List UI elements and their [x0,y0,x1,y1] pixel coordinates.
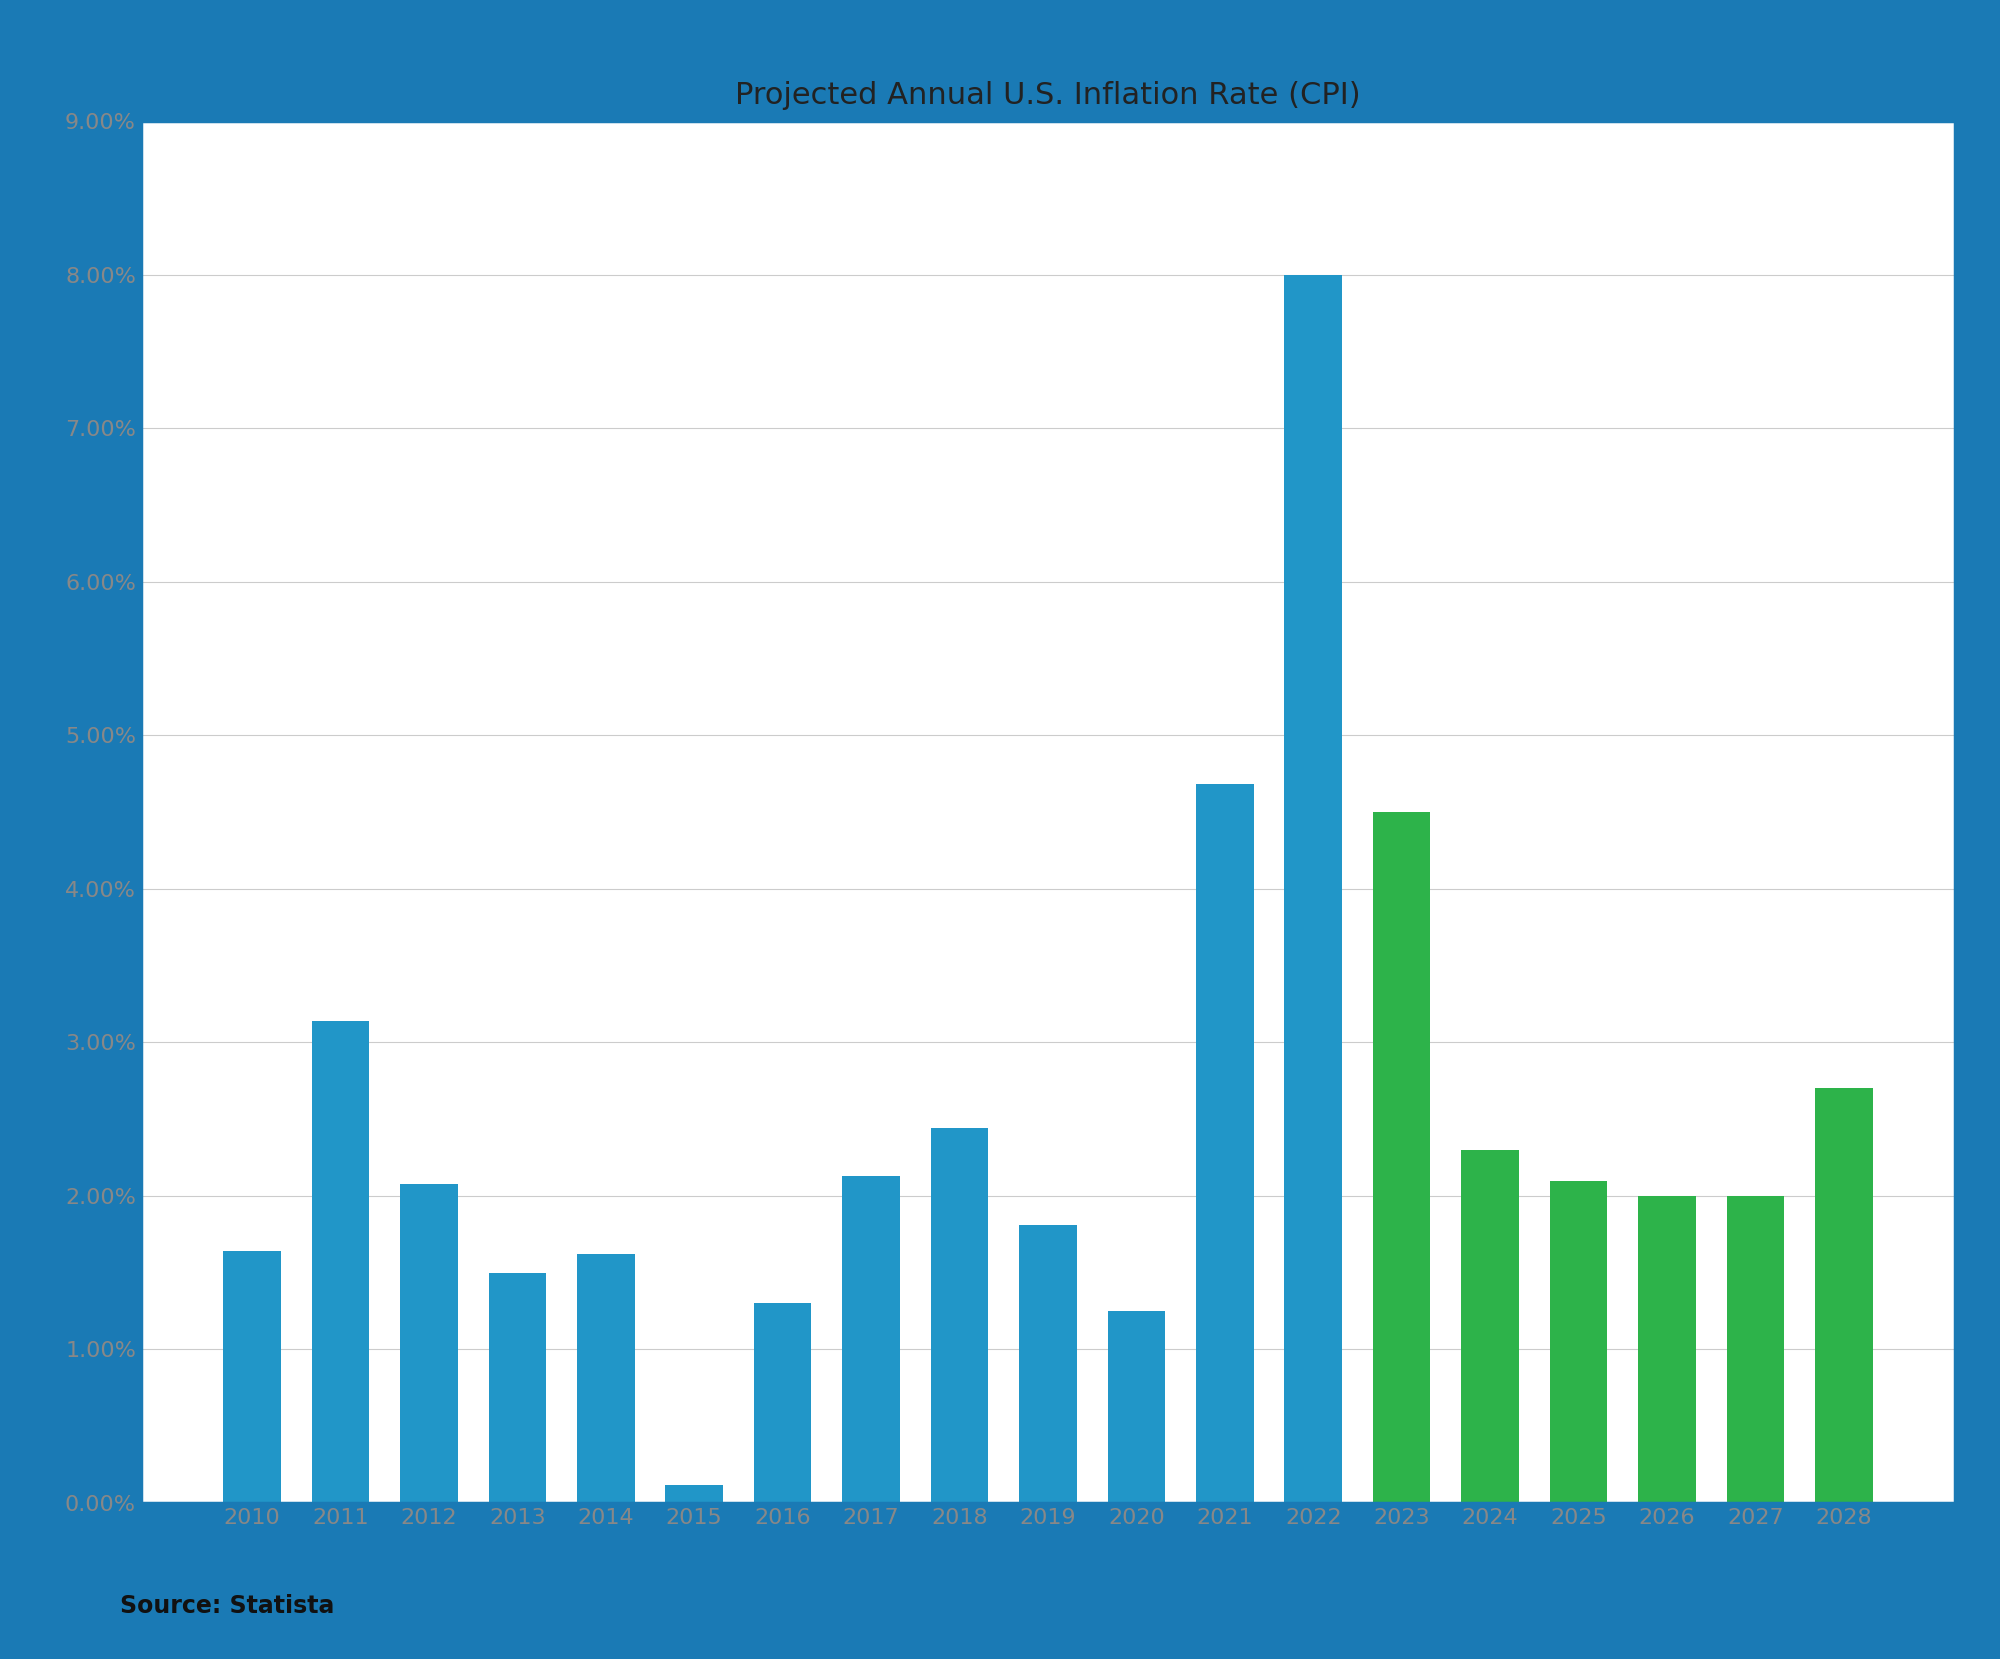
Bar [666,1485,722,1503]
Bar [1638,1196,1696,1503]
Bar [1108,1311,1166,1503]
Bar [930,1128,988,1503]
Bar [1550,1181,1608,1503]
Bar [842,1176,900,1503]
Text: Source: Statista: Source: Statista [120,1594,334,1618]
Bar [754,1304,812,1503]
Bar [1816,1088,1872,1503]
Bar [578,1254,634,1503]
Bar [1020,1224,1076,1503]
Bar [1462,1150,1518,1503]
Bar [1726,1196,1784,1503]
Bar [1284,275,1342,1503]
Bar [312,1020,370,1503]
Bar [1196,785,1254,1503]
Bar [488,1272,546,1503]
Bar [224,1251,280,1503]
Bar [400,1183,458,1503]
Title: Projected Annual U.S. Inflation Rate (CPI): Projected Annual U.S. Inflation Rate (CP… [736,81,1360,111]
Bar [1372,811,1430,1503]
